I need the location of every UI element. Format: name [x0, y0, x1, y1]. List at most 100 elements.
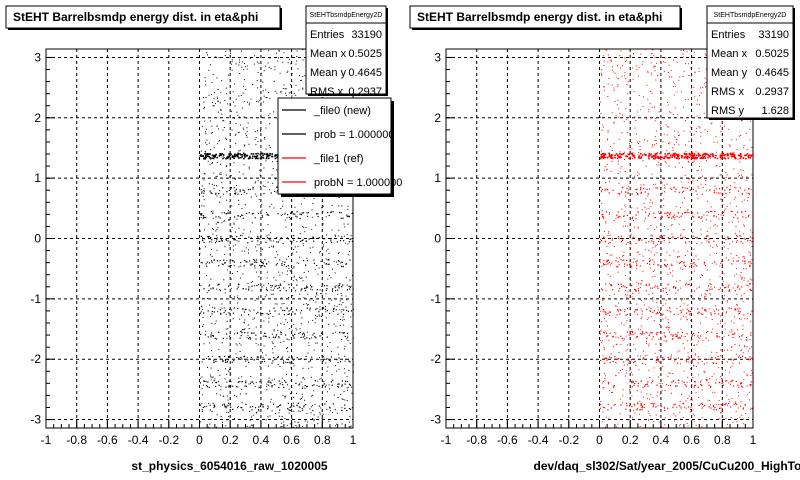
- data-point: [319, 309, 321, 311]
- data-point: [677, 357, 679, 359]
- data-point: [314, 336, 316, 338]
- data-point: [656, 187, 659, 189]
- data-point-band: [266, 156, 268, 158]
- data-point-band: [716, 157, 719, 160]
- data-point: [675, 333, 677, 335]
- data-point-band: [629, 157, 631, 160]
- data-point-band: [213, 155, 215, 157]
- data-point: [339, 300, 341, 302]
- data-point: [748, 359, 750, 361]
- data-point: [645, 290, 647, 292]
- data-point-band: [207, 153, 209, 156]
- data-point: [687, 398, 689, 399]
- data-point: [213, 147, 215, 149]
- data-point: [710, 211, 711, 212]
- data-point: [261, 361, 263, 363]
- data-point: [708, 382, 710, 384]
- data-point: [693, 134, 695, 136]
- data-point-band: [668, 152, 671, 155]
- data-point: [631, 285, 633, 287]
- data-point: [225, 313, 227, 315]
- data-point: [708, 239, 710, 241]
- data-point: [240, 335, 242, 337]
- data-point: [331, 229, 333, 231]
- data-point: [256, 195, 258, 197]
- data-point-band: [698, 155, 700, 157]
- data-point: [308, 345, 310, 347]
- data-point: [240, 393, 241, 395]
- data-point: [684, 336, 686, 338]
- data-point: [284, 261, 286, 263]
- data-point: [233, 239, 235, 241]
- data-point: [205, 133, 207, 135]
- data-point: [698, 104, 700, 106]
- data-point: [730, 349, 732, 351]
- data-point: [221, 342, 223, 344]
- data-point: [660, 370, 662, 371]
- data-point: [287, 402, 289, 404]
- data-point: [680, 234, 682, 236]
- data-point: [648, 306, 650, 308]
- data-point: [227, 328, 229, 330]
- data-point: [659, 309, 661, 311]
- data-point: [239, 337, 241, 339]
- data-point: [635, 348, 636, 350]
- data-point: [663, 240, 665, 242]
- data-point: [639, 333, 641, 335]
- data-point-band: [648, 153, 650, 155]
- data-point: [294, 333, 296, 335]
- data-point: [751, 240, 753, 242]
- data-point: [212, 228, 214, 230]
- data-point: [282, 61, 284, 63]
- data-point: [609, 315, 611, 317]
- data-point: [224, 288, 226, 290]
- data-point: [607, 403, 609, 405]
- data-point: [677, 212, 679, 214]
- data-point: [296, 50, 298, 52]
- data-point: [607, 382, 610, 384]
- data-point: [204, 150, 206, 152]
- data-point-band: [231, 155, 234, 157]
- data-point: [639, 409, 641, 411]
- data-point: [271, 333, 273, 335]
- data-point: [736, 149, 738, 150]
- data-point: [641, 310, 643, 312]
- data-point: [648, 249, 650, 251]
- data-point: [235, 353, 237, 355]
- data-point: [625, 295, 627, 297]
- data-point: [312, 418, 314, 419]
- data-point: [743, 256, 745, 258]
- data-point: [229, 177, 231, 179]
- data-point: [748, 251, 750, 253]
- data-point: [601, 73, 603, 75]
- data-point: [341, 398, 343, 400]
- data-point: [700, 379, 702, 381]
- data-point: [243, 189, 245, 192]
- data-point: [713, 240, 715, 242]
- data-point: [747, 374, 749, 376]
- data-point: [241, 107, 243, 109]
- data-point: [328, 360, 330, 361]
- data-point: [681, 393, 682, 395]
- data-point: [216, 195, 218, 197]
- data-point: [676, 280, 678, 282]
- data-point: [307, 293, 309, 295]
- data-point: [296, 211, 298, 213]
- data-point: [226, 373, 227, 375]
- data-point: [688, 356, 690, 359]
- data-point: [704, 77, 706, 79]
- data-point: [686, 187, 689, 189]
- data-point: [672, 334, 674, 336]
- data-point: [725, 380, 727, 382]
- data-point: [677, 289, 679, 291]
- data-point: [679, 262, 681, 264]
- data-point: [297, 245, 299, 247]
- data-point-band: [600, 154, 602, 156]
- data-point: [207, 336, 209, 338]
- data-point: [634, 288, 636, 291]
- data-point: [268, 377, 270, 379]
- data-point: [668, 289, 670, 291]
- data-point: [268, 336, 270, 339]
- data-point: [734, 214, 737, 216]
- data-point: [670, 225, 672, 227]
